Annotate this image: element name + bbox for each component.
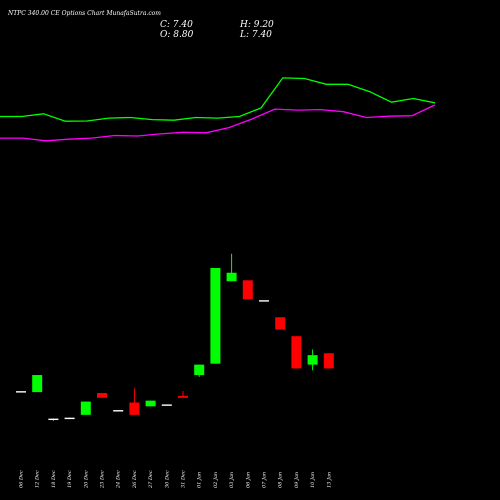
x-tick-label: 02 Jan: [213, 472, 219, 488]
candle: [178, 391, 188, 398]
moving-averages: [0, 77, 436, 142]
x-tick-label: 08 Jan: [278, 472, 284, 488]
ma-slow-line: [0, 104, 436, 142]
candle: [242, 280, 253, 300]
candle: [307, 349, 318, 371]
candle-body: [16, 391, 26, 393]
candle: [48, 418, 59, 421]
candle-body: [307, 355, 318, 365]
candle-body: [275, 317, 286, 330]
candle-body: [291, 336, 302, 369]
candle: [291, 336, 302, 369]
x-tick-label: 30 Dec: [164, 470, 170, 488]
candle: [97, 393, 107, 398]
candle-body: [194, 364, 205, 376]
candle: [161, 404, 172, 406]
x-tick-label: 12 Dec: [35, 470, 41, 488]
candle: [113, 410, 124, 412]
candle-body: [97, 393, 107, 398]
x-tick-label: 10 Jan: [310, 472, 316, 488]
candle: [275, 317, 286, 330]
x-tick-label: 03 Jan: [229, 472, 235, 488]
low-value: L: 7.40: [239, 30, 272, 40]
x-tick-label: 20 Dec: [83, 470, 89, 489]
candle-body: [323, 353, 334, 369]
candle-body: [32, 375, 43, 393]
candle: [80, 401, 91, 415]
ma-fast-line: [0, 77, 436, 122]
candle: [129, 388, 140, 415]
x-tick-label: 24 Dec: [116, 470, 122, 489]
candle-body: [145, 400, 156, 407]
candle-body: [80, 401, 91, 415]
x-tick-label: 06 Jan: [245, 472, 251, 488]
x-tick-label: 07 Jan: [262, 472, 268, 488]
candle: [194, 364, 205, 377]
x-tick-label: 01 Jan: [197, 472, 203, 488]
x-tick-label: 31 Dec: [181, 470, 187, 488]
chart-title: NTPC 340.00 CE Options Chart MunafaSutra…: [7, 10, 161, 17]
candle: [16, 391, 26, 393]
candle-body: [259, 300, 269, 302]
close-value: C: 7.40: [160, 20, 193, 30]
candles: [16, 253, 334, 421]
x-tick-label: 09 Jan: [294, 472, 300, 488]
candle: [210, 268, 221, 364]
candle: [226, 253, 237, 282]
candle: [259, 300, 269, 302]
candle-body: [242, 280, 253, 300]
candle: [145, 400, 156, 407]
x-tick-label: 23 Dec: [100, 470, 106, 489]
candle-body: [161, 404, 172, 406]
candle: [323, 353, 334, 369]
x-tick-label: 26 Dec: [132, 470, 138, 489]
x-tick-label: 13 Jan: [326, 472, 332, 488]
candle-body: [210, 268, 221, 364]
candle-body: [178, 395, 188, 398]
x-tick-label: 18 Dec: [51, 470, 57, 488]
open-value: O: 8.80: [160, 30, 194, 40]
x-tick-label: 06 Dec: [19, 470, 25, 488]
candle-body: [64, 417, 75, 420]
x-tick-label: 27 Dec: [148, 470, 154, 489]
candle-body: [113, 410, 124, 412]
x-tick-label: 19 Dec: [67, 470, 73, 488]
candle: [64, 417, 75, 420]
candle: [32, 375, 43, 393]
candle-body: [226, 272, 237, 282]
high-value: H: 9.20: [239, 20, 274, 30]
x-axis-labels: 06 Dec 12 Dec 18 Dec 19 Dec 20 Dec 23 Dec 24 D…: [19, 470, 333, 489]
candle-body: [129, 402, 140, 415]
candle-body: [48, 418, 59, 421]
